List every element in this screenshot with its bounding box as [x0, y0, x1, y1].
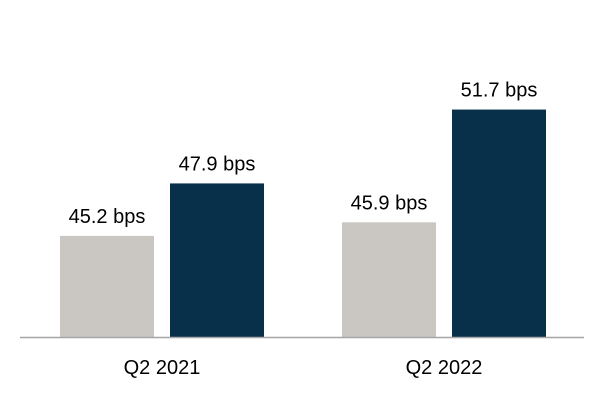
bar-value-label-2-2: 51.7 bps — [461, 80, 538, 102]
x-tick-label-2: Q2 2022 — [406, 357, 483, 379]
bar-value-label-1-1: 45.2 bps — [69, 206, 146, 228]
bar-value-label-2-1: 47.9 bps — [179, 153, 256, 175]
bar-2-1 — [170, 183, 264, 337]
bar-2-2 — [452, 109, 546, 337]
bar-1-1 — [60, 235, 154, 337]
bar-labels-group: 45.2 bps 47.9 bps 45.9 bps 51.7 bps — [69, 80, 538, 228]
bars-group — [60, 109, 546, 337]
bar-value-label-1-2: 45.9 bps — [351, 192, 428, 214]
bar-1-2 — [342, 222, 436, 337]
x-tick-label-1: Q2 2021 — [124, 357, 201, 379]
x-tick-labels-group: Q2 2021 Q2 2022 — [124, 357, 483, 379]
